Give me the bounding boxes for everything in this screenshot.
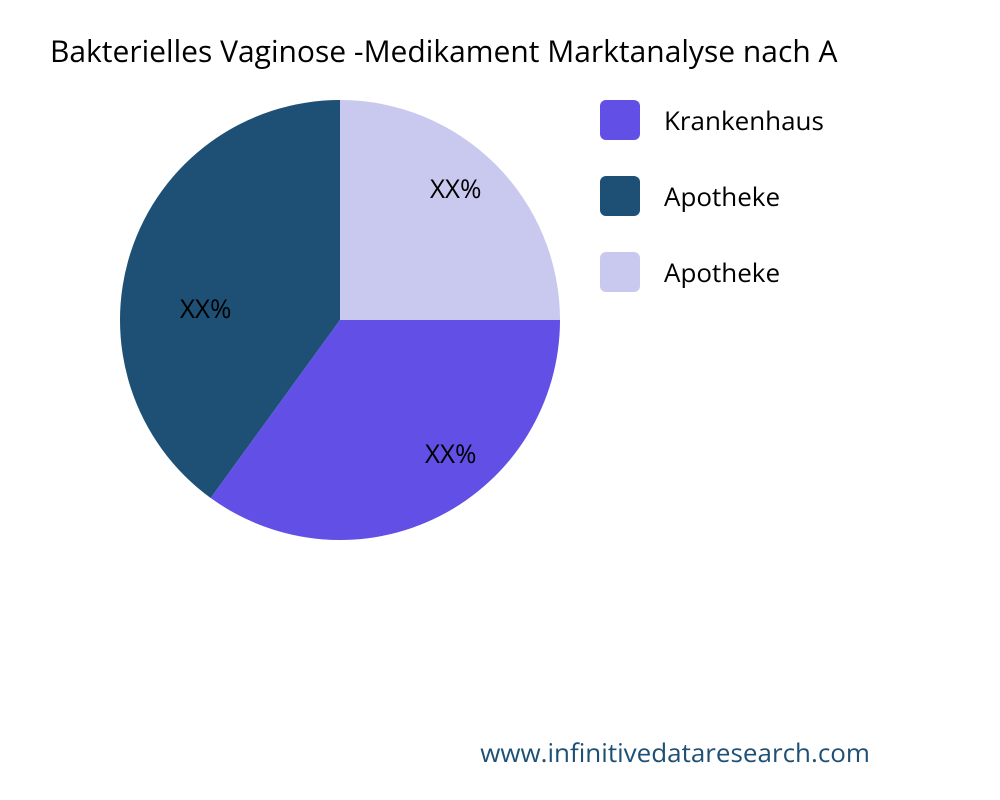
legend-label: Krankenhaus bbox=[664, 102, 824, 138]
pie-slice bbox=[340, 100, 560, 320]
pie-slice-label: XX% bbox=[180, 290, 232, 326]
legend-label: Apotheke bbox=[664, 254, 780, 290]
legend-item: Apotheke bbox=[600, 252, 824, 292]
legend-swatch bbox=[600, 252, 640, 292]
legend: Krankenhaus Apotheke Apotheke bbox=[600, 100, 824, 328]
legend-item: Krankenhaus bbox=[600, 100, 824, 140]
pie-slice-label: XX% bbox=[430, 170, 482, 206]
footer-link[interactable]: www.infinitivedataresearch.com bbox=[480, 734, 870, 770]
chart-title: Bakterielles Vaginose -Medikament Markta… bbox=[50, 30, 1000, 71]
legend-swatch bbox=[600, 176, 640, 216]
legend-item: Apotheke bbox=[600, 176, 824, 216]
legend-swatch bbox=[600, 100, 640, 140]
pie-slice-label: XX% bbox=[425, 435, 477, 471]
pie-chart: XX% XX% XX% bbox=[120, 100, 560, 540]
legend-label: Apotheke bbox=[664, 178, 780, 214]
